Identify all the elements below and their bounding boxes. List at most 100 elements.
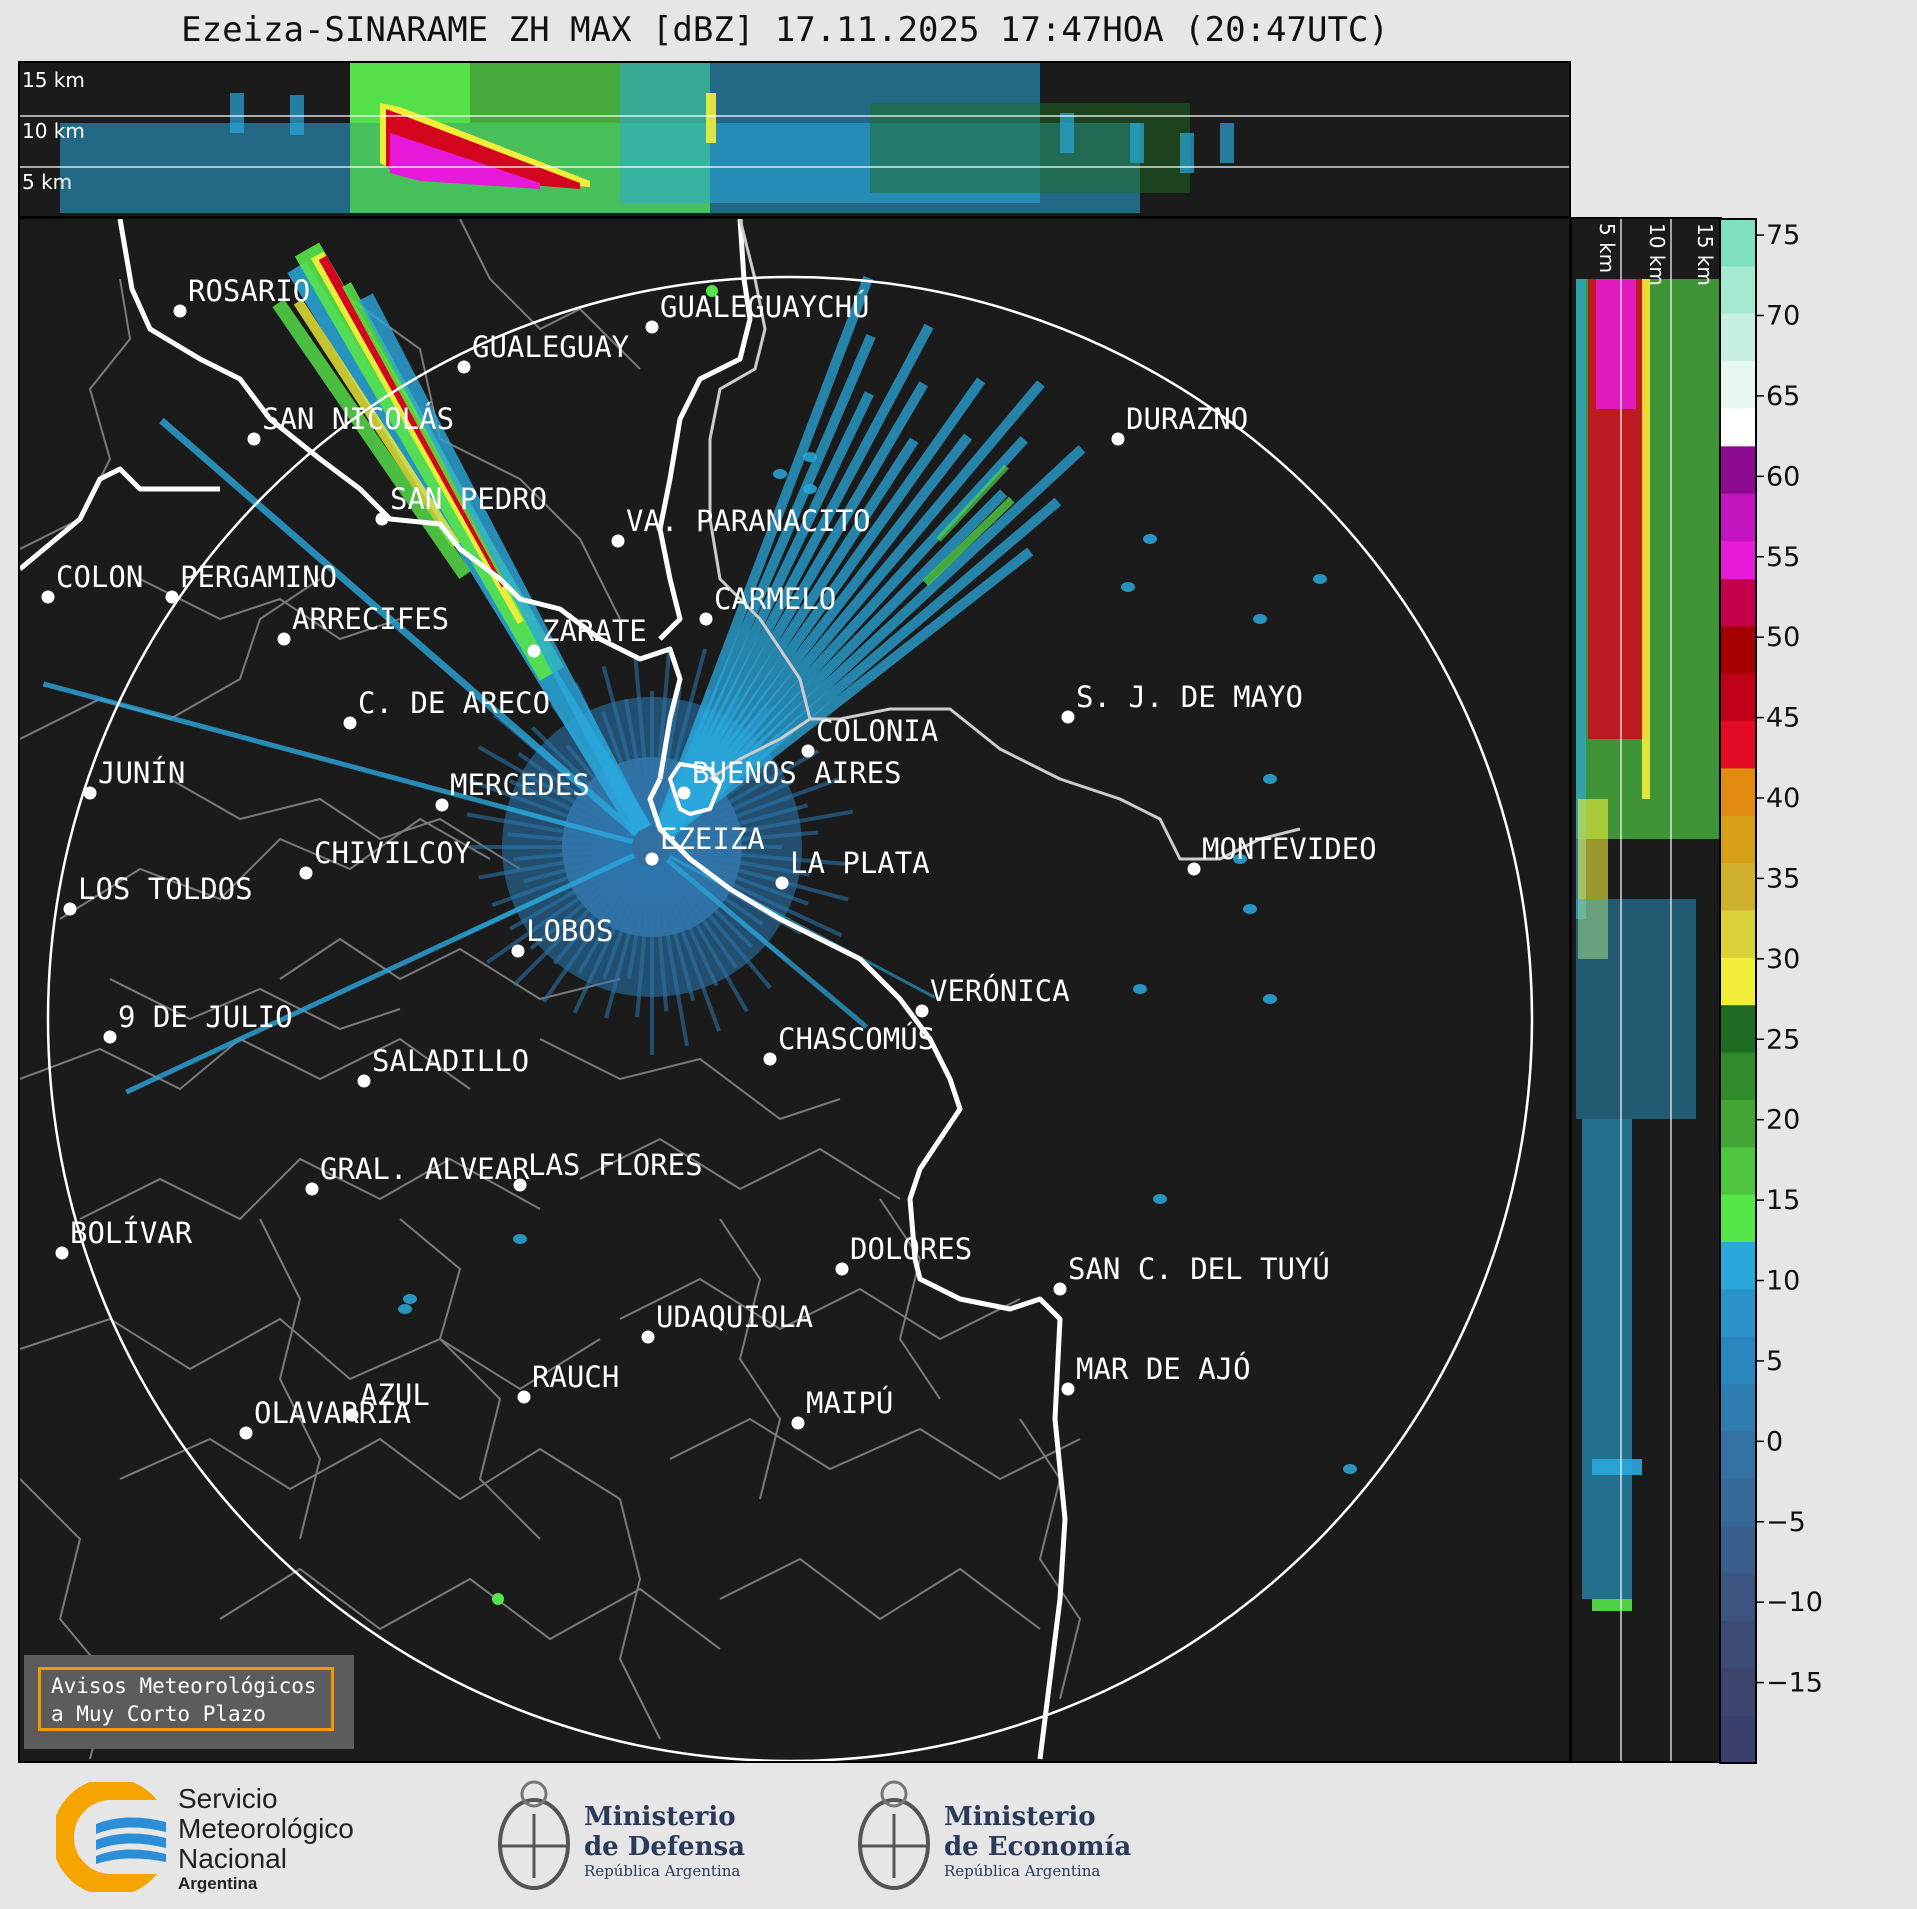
city-label: SALADILLO [372,1044,529,1078]
echo-cell [1133,984,1147,994]
city-marker-dot [517,1390,531,1404]
city-lobos: LOBOS [511,914,613,958]
city-mercedes: MERCEDES [435,768,590,812]
city-bol-var: BOLÍVAR [55,1216,193,1260]
clutter-spoke [508,855,636,931]
colorbar-tick-label: 40 [1766,783,1800,814]
side-echo-yellow [1642,279,1650,799]
defensa-line-2: de Defensa [584,1832,745,1862]
city-marker-dot [513,1178,527,1192]
clutter-spoke [653,687,683,828]
colorbar-bin [1720,1620,1756,1669]
city-marker-dot [511,944,525,958]
city-marker-dot [239,1426,253,1440]
city-label: MERCEDES [450,768,590,802]
sw-echo-spoke [125,853,635,1095]
coastline [647,777,1068,1760]
city-san-nicol-s: SAN NICOLÁS [247,402,454,446]
side-echo-yellow-low [1578,799,1608,959]
colorbar-tick-label: 35 [1766,863,1800,894]
clutter-spoke [491,851,634,908]
city-buenos-aires: BUENOS AIRES [677,756,902,800]
city-ezeiza: EZEIZA [645,822,765,866]
echo-cell [398,1304,412,1314]
colorbar-bin [1720,721,1756,769]
province-boundary [349,298,621,620]
city-las-flores: LAS FLORES [513,1148,703,1192]
colorbar-bin [1720,1194,1756,1243]
top-echo-cell [1220,123,1234,163]
colorbar-bin [1720,1573,1756,1622]
city-va-paranacito: VA. PARANACITO [611,504,870,548]
colorbar-bin [1720,1005,1756,1054]
city-mar-de-aj-: MAR DE AJÓ [1061,1352,1251,1396]
echo-cell [1243,904,1257,914]
warning-line-1: Avisos Meteorológicos [51,1674,317,1698]
nnw-echo-beam [358,293,650,833]
smn-sub: Argentina [178,1874,258,1893]
city-san-pedro: SAN PEDRO [375,482,547,526]
warning-box[interactable]: Avisos Meteorológicos a Muy Corto Plazo [24,1655,354,1749]
city-ver-nica: VERÓNICA [915,974,1070,1018]
city-rauch: RAUCH [517,1360,619,1404]
echo-cell [1343,1464,1357,1474]
province-boundary [219,1567,721,1650]
colorbar-tick-label: 60 [1766,461,1800,492]
province-boundary [459,219,641,370]
colorbar-tick-label: 75 [1766,220,1800,251]
city-marker-dot [165,590,179,604]
top-echo-cell [1130,123,1144,163]
clutter-spoke [541,862,643,1003]
city-marker-dot [375,512,389,526]
colorbar-tick-label: 30 [1766,944,1800,975]
city-label: LOS TOLDOS [78,872,253,906]
side-echo-tail [1582,1119,1632,1599]
national-coat-of-arms-icon [498,1780,570,1890]
side-height-label-5: 5 km [1595,223,1619,273]
city-s-j-de-mayo: S. J. DE MAYO [1061,680,1303,724]
top-height-label-10: 10 km [22,119,85,143]
echo-cell-green [492,1593,504,1605]
radar-range-ring [46,275,1534,1761]
colorbar-bin [1720,1052,1756,1101]
clutter-spoke [651,648,672,828]
colorbar-tick-label: 50 [1766,622,1800,653]
colorbar-tick-label: 0 [1766,1426,1783,1457]
city-label: PERGAMINO [180,560,337,594]
top-echo-magenta [390,133,540,189]
city-label: SAN PEDRO [390,482,547,516]
clutter-spoke [626,866,651,980]
defensa-sub: República Argentina [584,1862,741,1880]
city-label: CHIVILCOY [314,836,471,870]
city-carmelo: CARMELO [699,582,836,626]
se-echo-spoke [665,857,869,1029]
city-label: ARRECIFES [292,602,449,636]
coastline [117,219,683,780]
colorbar-tick-label: 70 [1766,301,1800,332]
city-label: LA PLATA [790,846,930,880]
city-marker-dot [835,1262,849,1276]
echo-cell [1263,994,1277,1004]
coastline [709,707,1301,861]
province-boundary [79,1157,541,1221]
side-echo-base [1576,279,1586,919]
clutter-spoke [664,859,754,949]
economia-line-2: de Economía [944,1832,1132,1862]
colorbar-bin [1720,910,1756,959]
nw-echo-spoke [159,417,640,837]
city-marker-dot [357,1074,371,1088]
city-label: VERÓNICA [930,974,1070,1008]
clutter-spoke [529,858,638,951]
echo-cell [1233,854,1247,864]
side-echo-cell [1592,1459,1642,1475]
colorbar-tick-label: −10 [1766,1587,1823,1618]
city-marker-dot [801,744,815,758]
province-boundary [119,1437,621,1501]
colorbar-bin [1720,1099,1756,1148]
city-marker-dot [645,852,659,866]
clutter-spoke [477,745,636,839]
colorbar-tick-label: 20 [1766,1105,1800,1136]
clutter-spoke [671,809,854,846]
warning-line-2: a Muy Corto Plazo [51,1702,266,1726]
colorbar-bin [1720,1668,1756,1717]
